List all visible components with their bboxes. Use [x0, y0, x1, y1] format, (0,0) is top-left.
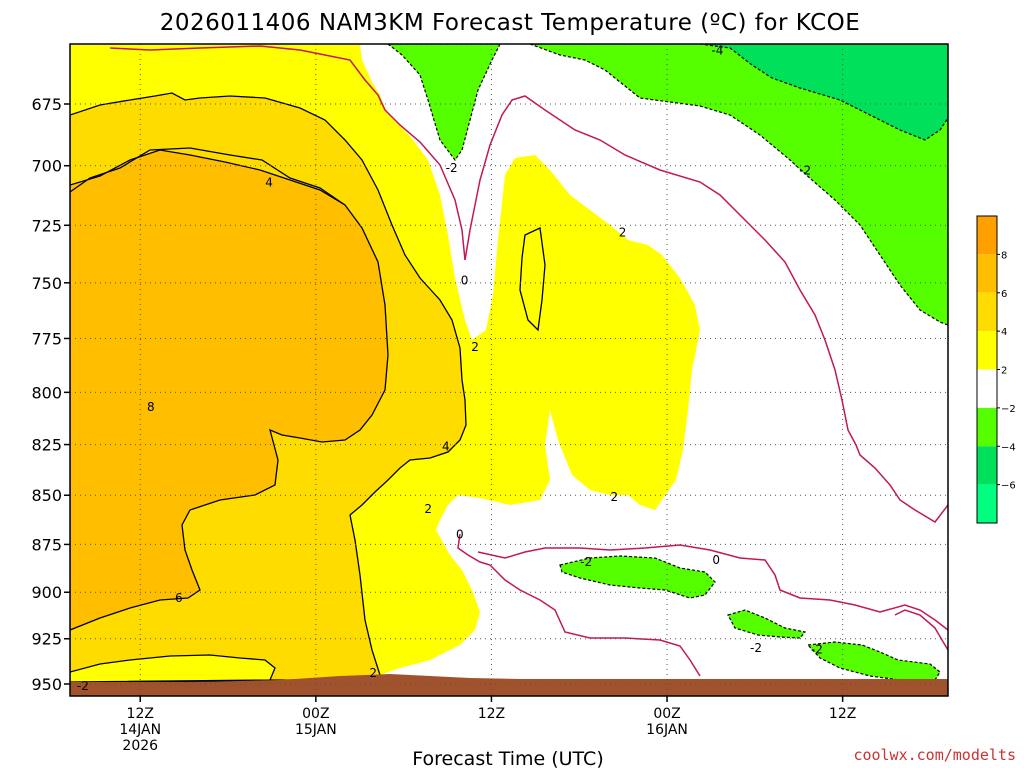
- colorbar-segment: [977, 446, 997, 485]
- y-tick-label: 800: [31, 383, 62, 402]
- colorbar-segment: [977, 369, 997, 408]
- contour-label: 4: [265, 176, 273, 190]
- y-tick-label: 700: [31, 157, 62, 176]
- contour-label: 2: [611, 490, 619, 504]
- contour-label: 0: [461, 274, 469, 288]
- contour-label: 8: [147, 400, 155, 414]
- y-tick-label: 850: [31, 486, 62, 505]
- contour-label-negative: -4: [711, 43, 723, 57]
- contour-label: 6: [175, 591, 183, 605]
- gridlines: [70, 44, 948, 696]
- chart-title: 2026011406 NAM3KM Forecast Temperature (…: [160, 10, 861, 36]
- fill-tm2-patch-3: [806, 641, 941, 681]
- x-tick-label: 12Z: [829, 706, 856, 722]
- isotherm-zero-5: [894, 609, 948, 651]
- x-tick-year: 2026: [122, 738, 158, 754]
- isotherm-zero-4: [477, 544, 948, 631]
- colorbar-segment: [977, 407, 997, 447]
- isotherm-t2-patch-line: [519, 227, 546, 332]
- x-tick-date: 15JAN: [295, 722, 337, 738]
- contour-label: 2: [471, 340, 479, 354]
- x-tick-date: 16JAN: [646, 722, 688, 738]
- contour-label: 0: [456, 528, 464, 542]
- colorbar-label: −4: [1001, 442, 1016, 453]
- x-axis-label: Forecast Time (UTC): [412, 748, 603, 768]
- y-tick-label: 925: [31, 630, 62, 649]
- contour-label: 2: [424, 502, 432, 516]
- colorbar-label: −2: [1001, 404, 1016, 415]
- contour-label-negative: -2: [811, 643, 823, 657]
- contour-label-negative: -2: [750, 641, 762, 655]
- colorbar-label: 4: [1001, 327, 1007, 338]
- fill-tm4-top: [699, 44, 948, 141]
- colorbar-segment: [977, 331, 997, 370]
- plot-area: [70, 44, 948, 696]
- colorbar-label: 2: [1001, 366, 1007, 377]
- x-tick-label: 12Z: [127, 706, 154, 722]
- fill-t2-lower: [70, 654, 276, 683]
- isotherm-zero-2: [464, 95, 948, 523]
- contour-label-negative: -2: [580, 555, 592, 569]
- x-tick-label: 12Z: [478, 706, 505, 722]
- fill-tm2-right: [529, 44, 948, 326]
- y-axis: 675 700 725 750 775 800 825 850 875 900 925 950: [31, 95, 70, 694]
- isotherm-zero-1: [109, 45, 466, 261]
- contour-label-negative: -2: [446, 161, 458, 175]
- fill-t2-patch: [510, 158, 560, 205]
- credit-text: coolwx.com/modelts: [853, 746, 1016, 764]
- isotherm-t4-label-line: [70, 147, 346, 206]
- x-tick-date: 14JAN: [119, 722, 161, 738]
- y-tick-label: 775: [31, 329, 62, 348]
- colorbar-label: −6: [1001, 481, 1016, 492]
- contour-labels: -4 -2 -2 0 4 2 2 8 4 2 2 0 -2 0 6 -2 -2 2 -2: [77, 43, 823, 693]
- contour-label-negative: -2: [77, 679, 89, 693]
- isotherm-zero-3: [457, 533, 701, 677]
- colorbar-segment: [977, 292, 997, 332]
- y-tick-label: 675: [31, 95, 62, 114]
- fill-tm2-top: [387, 44, 501, 162]
- colorbar-segment: [977, 216, 997, 255]
- contour-label: 0: [712, 553, 720, 567]
- x-tick-label: 00Z: [302, 706, 329, 722]
- ground-surface: [70, 674, 948, 696]
- colorbar-segment: [977, 254, 997, 293]
- colorbar: 8 6 4 2 −2 −4 −6: [976, 215, 1016, 524]
- contour-label: 4: [442, 440, 450, 454]
- plot-frame: [69, 43, 949, 697]
- y-tick-label: 825: [31, 436, 62, 455]
- y-tick-label: 900: [31, 583, 62, 602]
- colorbar-label: 6: [1001, 289, 1007, 300]
- fill-tm2-patch-2: [727, 609, 807, 639]
- colorbar-segment: [977, 484, 997, 523]
- colorbar-label: 8: [1001, 250, 1007, 261]
- fill-t6-shade: [84, 215, 378, 430]
- fill-tm2-patch-1: [559, 555, 716, 599]
- x-tick-label: 00Z: [653, 706, 680, 722]
- contour-label-negative: -2: [799, 164, 811, 178]
- y-tick-label: 725: [31, 216, 62, 235]
- y-tick-label: 750: [31, 274, 62, 293]
- y-tick-label: 950: [31, 675, 62, 694]
- y-tick-label: 875: [31, 535, 62, 554]
- contour-label: 2: [369, 666, 377, 680]
- contour-label: 2: [619, 225, 627, 239]
